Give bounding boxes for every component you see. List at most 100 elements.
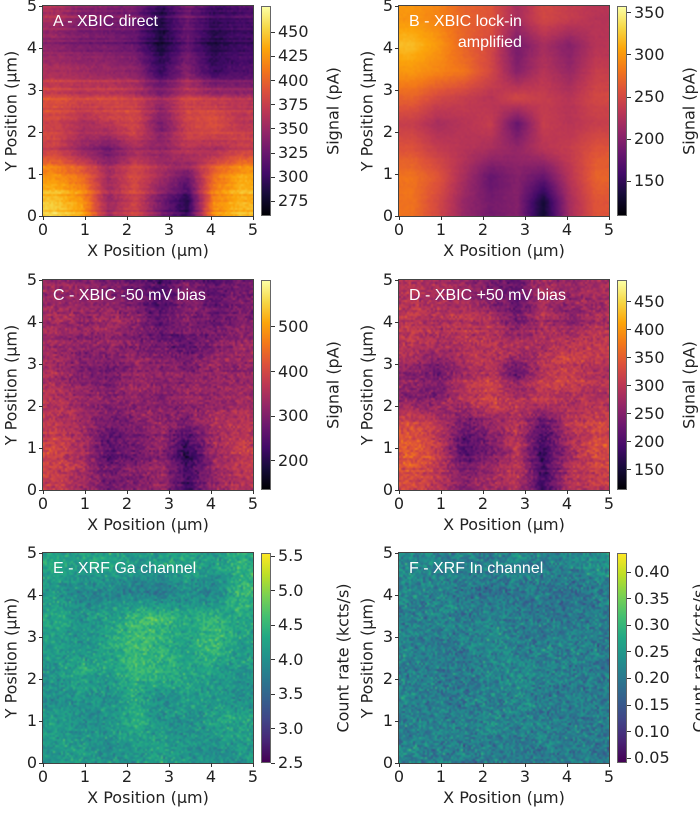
y-tick-label: 4 — [382, 585, 393, 604]
colorbar-tick — [627, 180, 631, 182]
y-tick — [395, 47, 399, 49]
x-tick-label: 0 — [37, 494, 49, 513]
colorbar-tick-label: 400 — [278, 70, 309, 90]
y-tick-label: 1 — [26, 164, 37, 183]
colorbar-tick — [627, 757, 631, 759]
y-tick — [395, 131, 399, 133]
colorbar-tick — [271, 762, 275, 764]
colorbar-tick — [271, 176, 275, 178]
y-tick-label: 1 — [26, 711, 37, 730]
x-tick-label: 4 — [205, 220, 217, 239]
x-tick — [168, 763, 170, 767]
x-tick-label: 4 — [561, 220, 573, 239]
x-tick — [84, 490, 86, 494]
x-tick — [440, 490, 442, 494]
y-tick — [395, 89, 399, 91]
x-tick-label: 2 — [477, 220, 489, 239]
y-tick — [395, 173, 399, 175]
panel-title-line: E - XRF Ga channel — [53, 560, 197, 577]
x-axis-label: X Position (µm) — [443, 241, 565, 260]
colorbar-tick-label: 250 — [634, 87, 665, 107]
y-tick-label: 1 — [26, 438, 37, 457]
y-tick-label: 2 — [26, 396, 37, 415]
x-tick-label: 0 — [393, 220, 405, 239]
y-tick-label: 0 — [26, 753, 37, 772]
colorbar-tick — [627, 301, 631, 303]
x-tick-label: 5 — [603, 494, 615, 513]
panel-title-line: D - XBIC +50 mV bias — [409, 287, 566, 304]
x-tick — [398, 490, 400, 494]
x-tick-label: 4 — [205, 767, 217, 786]
colorbar-tick-label: 500 — [278, 316, 309, 336]
x-tick-label: 2 — [477, 494, 489, 513]
y-tick-label: 0 — [26, 206, 37, 225]
y-tick-label: 0 — [26, 480, 37, 499]
y-tick-label: 1 — [382, 711, 393, 730]
colorbar-tick — [627, 138, 631, 140]
x-tick-label: 5 — [603, 767, 615, 786]
x-tick — [608, 490, 610, 494]
colorbar-label: Signal (pA) — [679, 341, 699, 429]
x-tick-label: 3 — [163, 220, 175, 239]
colorbar-tick — [627, 357, 631, 359]
y-tick-label: 4 — [26, 312, 37, 331]
colorbar-tick-label: 300 — [634, 375, 665, 395]
panel-title-line: amplified — [457, 34, 522, 51]
colorbar-tick — [271, 371, 275, 373]
heatmap-panel-b: B - XBIC lock-in amplified — [398, 5, 610, 217]
y-tick — [395, 279, 399, 281]
colorbar-tick — [627, 329, 631, 331]
y-tick — [39, 321, 43, 323]
x-tick — [126, 490, 128, 494]
colorbar-tick — [271, 590, 275, 592]
colorbar-tick — [627, 54, 631, 56]
colorbar — [617, 280, 627, 490]
x-tick-label: 3 — [519, 767, 531, 786]
panel-title-line: F - XRF In channel — [409, 560, 544, 577]
colorbar-tick — [627, 651, 631, 653]
colorbar-tick-label: 350 — [634, 2, 665, 22]
x-tick-label: 3 — [163, 767, 175, 786]
colorbar-tick-label: 0.25 — [634, 641, 670, 661]
x-tick-label: 0 — [37, 767, 49, 786]
y-tick-label: 2 — [382, 396, 393, 415]
colorbar-tick-label: 350 — [634, 347, 665, 367]
colorbar — [261, 553, 271, 763]
x-tick — [252, 216, 254, 220]
y-tick-label: 3 — [382, 80, 393, 99]
colorbar-tick-label: 325 — [278, 143, 309, 163]
panel-title: C - XBIC -50 mV bias — [53, 285, 206, 306]
y-tick — [395, 489, 399, 491]
x-tick-label: 0 — [393, 494, 405, 513]
x-tick — [482, 216, 484, 220]
y-tick — [395, 215, 399, 217]
colorbar-tick — [271, 152, 275, 154]
y-tick — [39, 131, 43, 133]
x-tick-label: 3 — [519, 220, 531, 239]
x-tick — [440, 216, 442, 220]
colorbar-tick-label: 0.10 — [634, 721, 670, 741]
y-tick-label: 2 — [382, 122, 393, 141]
x-axis-label: X Position (µm) — [443, 515, 565, 534]
y-tick-label: 4 — [26, 38, 37, 57]
x-tick-label: 4 — [205, 494, 217, 513]
y-axis-label: Y Position (µm) — [357, 597, 377, 719]
colorbar-tick-label: 150 — [634, 171, 665, 191]
y-tick-label: 3 — [26, 80, 37, 99]
colorbar-tick — [627, 469, 631, 471]
x-tick-label: 1 — [435, 767, 447, 786]
heatmap-image — [43, 280, 253, 490]
y-tick — [39, 447, 43, 449]
colorbar-tick-label: 450 — [634, 291, 665, 311]
y-axis-label: Y Position (µm) — [1, 597, 21, 719]
x-tick — [126, 763, 128, 767]
y-tick-label: 3 — [382, 627, 393, 646]
colorbar-tick — [271, 693, 275, 695]
colorbar-tick — [627, 12, 631, 14]
colorbar-tick-label: 0.40 — [634, 562, 670, 582]
x-tick — [210, 763, 212, 767]
colorbar-tick — [627, 731, 631, 733]
colorbar-tick-label: 300 — [634, 44, 665, 64]
x-tick — [398, 216, 400, 220]
x-tick — [210, 216, 212, 220]
